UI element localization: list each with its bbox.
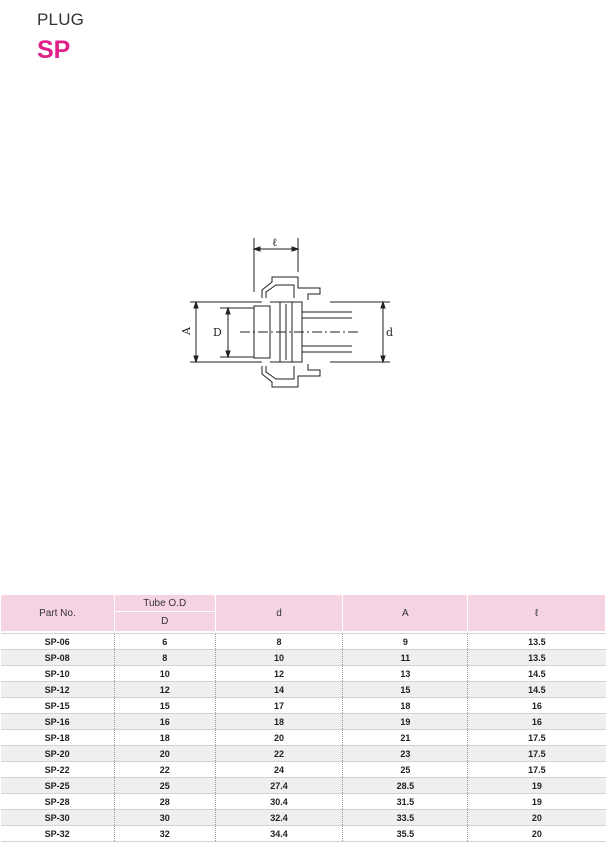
cell-d: 34.4 [214,825,343,842]
cell-d: 10 [214,649,343,666]
cell-tube-od: 10 [113,665,216,682]
page-header: PLUG SP [37,10,84,64]
cell-tube-od: 28 [113,793,216,810]
table-row: SP-15 15 17 18 16 [0,697,606,714]
header-A: A [342,595,469,631]
cell-d: 17 [214,697,343,714]
cell-l: 16 [467,697,606,714]
cell-A: 23 [342,745,468,762]
dimension-label-D: D [213,326,222,339]
cell-tube-od: 15 [113,697,216,714]
cell-d: 18 [214,713,343,730]
cell-l: 19 [467,793,606,810]
cell-tube-od: 12 [113,681,216,698]
cell-l: 16 [467,713,606,730]
header-tube-od-D: D [113,611,216,631]
cell-tube-od: 22 [113,761,216,778]
cell-d: 20 [214,729,343,746]
cell-tube-od: 25 [113,777,216,794]
header-tube-od: Tube O.D [113,595,216,612]
cell-part-no: SP-06 [0,633,115,650]
spec-table: Part No. Tube O.D d A ℓ D SP-06 6 8 9 13.5 SP… [0,595,606,842]
cell-part-no: SP-08 [0,649,115,666]
technical-drawing: ℓ A D d [180,232,400,392]
cell-A: 31.5 [342,793,468,810]
cell-l: 17.5 [467,761,606,778]
cell-tube-od: 16 [113,713,216,730]
table-row: SP-18 18 20 21 17.5 [0,729,606,746]
table-row: SP-16 16 18 19 16 [0,713,606,730]
cell-tube-od: 32 [113,825,216,842]
cell-A: 35.5 [342,825,468,842]
dimension-label-l: ℓ [272,236,277,249]
cell-part-no: SP-10 [0,665,115,682]
cell-l: 14.5 [467,665,606,682]
product-category: PLUG [37,10,85,29]
cell-l: 19 [467,777,606,794]
table-row: SP-28 28 30.4 31.5 19 [0,793,606,810]
table-row: SP-32 32 34.4 35.5 20 [0,825,606,842]
cell-l: 17.5 [467,745,606,762]
cell-l: 17.5 [467,729,606,746]
cell-d: 30.4 [214,793,343,810]
cell-A: 11 [342,649,468,666]
table-row: SP-30 30 32.4 33.5 20 [0,809,606,826]
table-row: SP-06 6 8 9 13.5 [0,633,606,650]
cell-A: 21 [342,729,468,746]
cell-A: 15 [342,681,468,698]
plug-cross-section-diagram: ℓ A D d [180,236,393,388]
cell-tube-od: 18 [113,729,216,746]
table-row: SP-25 25 27.4 28.5 19 [0,777,606,794]
cell-part-no: SP-30 [0,809,115,826]
cell-d: 22 [214,745,343,762]
cell-A: 25 [342,761,468,778]
cell-part-no: SP-20 [0,745,115,762]
cell-l: 20 [467,825,606,842]
cell-part-no: SP-12 [0,681,115,698]
cell-l: 14.5 [467,681,606,698]
cell-d: 32.4 [214,809,343,826]
cell-tube-od: 6 [113,633,216,650]
cell-A: 28.5 [342,777,468,794]
cell-l: 13.5 [467,649,606,666]
header-d: d [214,595,344,631]
table-row: SP-12 12 14 15 14.5 [0,681,606,698]
dimension-label-A: A [180,326,193,336]
cell-A: 19 [342,713,468,730]
cell-tube-od: 30 [113,809,216,826]
cell-part-no: SP-16 [0,713,115,730]
cell-part-no: SP-22 [0,761,115,778]
cell-part-no: SP-15 [0,697,115,714]
product-model: SP [37,36,71,64]
dimension-label-d: d [386,326,393,339]
cell-d: 14 [214,681,343,698]
cell-d: 24 [214,761,343,778]
cell-A: 9 [342,633,468,650]
cell-A: 18 [342,697,468,714]
cell-part-no: SP-25 [0,777,115,794]
header-part-no: Part No. [0,595,115,631]
cell-tube-od: 20 [113,745,216,762]
header-l: ℓ [467,595,606,631]
cell-d: 27.4 [214,777,343,794]
cell-part-no: SP-28 [0,793,115,810]
cell-part-no: SP-32 [0,825,115,842]
cell-A: 33.5 [342,809,468,826]
cell-d: 8 [214,633,343,650]
cell-part-no: SP-18 [0,729,115,746]
cell-tube-od: 8 [113,649,216,666]
table-row: SP-08 8 10 11 13.5 [0,649,606,666]
cell-l: 20 [467,809,606,826]
table-row: SP-20 20 22 23 17.5 [0,745,606,762]
cell-l: 13.5 [467,633,606,650]
table-row: SP-22 22 24 25 17.5 [0,761,606,778]
cell-A: 13 [342,665,468,682]
table-row: SP-10 10 12 13 14.5 [0,665,606,682]
cell-d: 12 [214,665,343,682]
